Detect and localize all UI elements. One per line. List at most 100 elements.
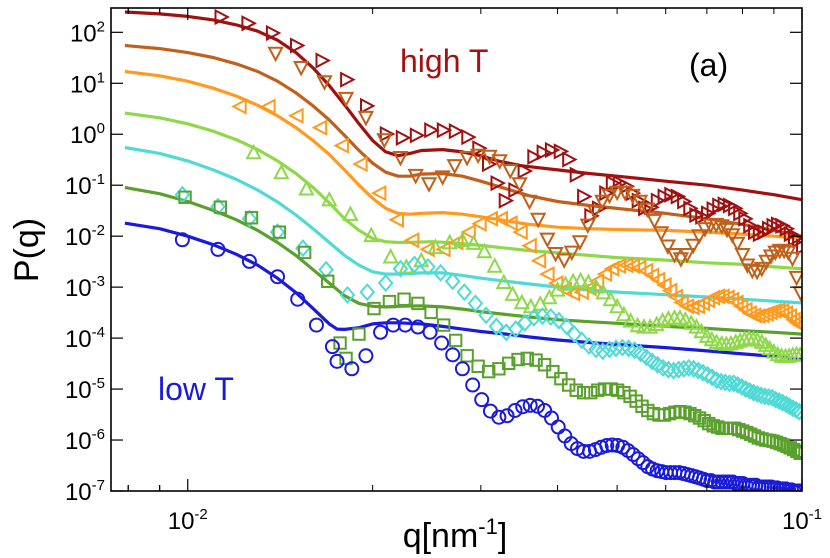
data-point-2 xyxy=(357,110,375,127)
data-point-2 xyxy=(729,236,746,253)
data-point-1 xyxy=(315,52,331,69)
data-point-5 xyxy=(764,388,780,407)
data-point-6 xyxy=(520,351,534,366)
data-point-2 xyxy=(646,213,663,230)
data-point-5 xyxy=(685,359,702,378)
data-point-4 xyxy=(580,273,597,289)
data-point-2 xyxy=(753,261,770,278)
data-point-2 xyxy=(530,212,547,229)
data-point-2 xyxy=(563,245,580,262)
data-point-1 xyxy=(214,8,230,26)
data-point-7 xyxy=(290,291,306,307)
data-point-7 xyxy=(465,377,481,393)
data-point-7 xyxy=(522,397,538,413)
data-point-5 xyxy=(778,395,794,414)
data-point-6 xyxy=(213,200,228,214)
data-point-2 xyxy=(659,239,677,256)
data-point-1 xyxy=(409,127,426,144)
data-point-6 xyxy=(776,438,791,452)
data-point-5 xyxy=(788,400,802,419)
y-axis-title: P(q) xyxy=(8,218,46,282)
data-point-5 xyxy=(690,361,707,380)
data-point-5 xyxy=(392,259,409,278)
data-point-3 xyxy=(311,119,328,136)
data-point-6 xyxy=(352,327,366,341)
y-tick-label: 10-1 xyxy=(65,171,105,200)
data-point-4 xyxy=(595,283,612,300)
data-point-2 xyxy=(420,177,438,193)
data-point-4 xyxy=(608,297,626,314)
data-point-5 xyxy=(526,308,542,327)
y-tick-label: 10-5 xyxy=(65,375,105,404)
data-point-2 xyxy=(539,232,556,249)
data-point-3 xyxy=(637,262,654,279)
fit-curve-2 xyxy=(124,43,802,238)
fit-curve-1 xyxy=(124,10,802,202)
data-point-2 xyxy=(594,194,611,211)
data-point-7 xyxy=(174,232,190,248)
data-point-4 xyxy=(513,293,531,310)
data-point-7 xyxy=(410,319,426,335)
data-point-5 xyxy=(660,360,677,379)
data-point-7 xyxy=(769,480,785,491)
data-point-4 xyxy=(722,334,740,351)
data-point-6 xyxy=(297,245,312,260)
data-point-5 xyxy=(699,365,716,384)
data-point-6 xyxy=(482,364,496,379)
data-point-6 xyxy=(424,305,438,320)
data-point-2 xyxy=(724,228,741,244)
data-point-2 xyxy=(579,218,596,235)
data-point-4 xyxy=(615,305,633,322)
data-point-4 xyxy=(321,190,338,207)
data-point-2 xyxy=(267,46,284,63)
data-point-1 xyxy=(743,217,759,234)
data-point-7 xyxy=(434,335,450,351)
y-tick-label: 10-3 xyxy=(65,273,105,302)
data-point-6 xyxy=(706,419,720,433)
data-point-1 xyxy=(569,166,586,183)
data-point-5 xyxy=(542,307,559,327)
data-point-2 xyxy=(653,226,670,242)
data-point-5 xyxy=(601,340,618,359)
x-axis-title-exp: -1 xyxy=(478,514,498,539)
data-point-6 xyxy=(333,336,347,350)
data-point-1 xyxy=(498,192,515,209)
data-point-3 xyxy=(714,288,730,305)
data-point-4 xyxy=(541,288,558,305)
data-point-3 xyxy=(403,232,420,249)
data-point-5 xyxy=(655,358,671,377)
data-point-2 xyxy=(502,164,519,180)
data-point-1 xyxy=(360,97,376,115)
data-point-5 xyxy=(467,294,484,313)
data-point-4 xyxy=(298,179,315,196)
data-point-2 xyxy=(685,238,702,255)
data-point-1 xyxy=(728,200,744,217)
data-point-3 xyxy=(656,276,672,294)
data-point-4 xyxy=(441,233,458,250)
data-point-7 xyxy=(308,317,324,333)
data-point-7 xyxy=(792,483,802,491)
data-point-5 xyxy=(614,338,631,357)
data-point-1 xyxy=(290,37,306,54)
data-point-7 xyxy=(241,253,257,269)
data-point-3 xyxy=(471,215,487,232)
data-point-3 xyxy=(288,107,304,124)
data-point-1 xyxy=(733,205,749,222)
data-point-6 xyxy=(244,211,259,225)
data-point-4 xyxy=(273,163,290,180)
data-point-5 xyxy=(791,402,802,421)
data-point-4 xyxy=(382,247,399,264)
data-point-4 xyxy=(342,205,359,221)
data-point-6 xyxy=(591,383,605,397)
data-point-2 xyxy=(767,245,784,262)
data-point-3 xyxy=(512,223,528,241)
data-point-5 xyxy=(420,257,436,276)
data-markers xyxy=(174,8,802,491)
data-point-1 xyxy=(436,122,453,139)
data-point-7 xyxy=(507,402,523,418)
data-point-5 xyxy=(432,263,449,282)
data-point-2 xyxy=(469,148,487,165)
data-point-4 xyxy=(642,318,659,334)
data-point-2 xyxy=(639,202,656,219)
data-point-2 xyxy=(775,243,793,260)
